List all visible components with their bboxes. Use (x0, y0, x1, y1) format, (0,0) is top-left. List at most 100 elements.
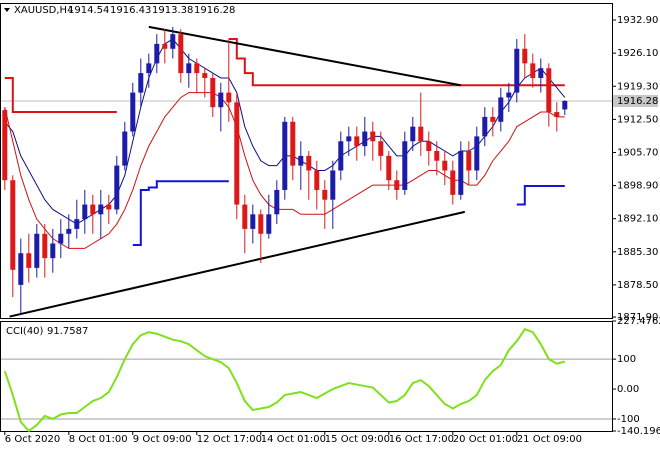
candle-body (498, 97, 504, 122)
y-tick-label: 1932.90 (617, 15, 658, 26)
trendline (148, 25, 461, 87)
candle-body (194, 63, 200, 74)
candle-body (98, 204, 104, 215)
candle-body (506, 92, 512, 98)
y-tick-label: 1898.90 (617, 181, 658, 192)
candle-body (458, 151, 464, 195)
candle-body (138, 73, 144, 93)
candle-body (58, 233, 64, 244)
indicator-panel (0, 321, 613, 432)
indicator-y-tick-label: -100 (617, 414, 640, 425)
candle-body (42, 233, 48, 259)
symbol: XAUUSD,H4 (14, 5, 73, 16)
candle-body (82, 204, 88, 220)
candle-body (514, 48, 520, 93)
y-tick-label: 1919.30 (617, 81, 658, 92)
candle-body (354, 136, 360, 147)
y-tick-label: 1871.90 (617, 312, 658, 323)
candle-body (538, 68, 544, 78)
candle-body (162, 43, 168, 49)
candle-body (66, 228, 72, 234)
candle-body (154, 43, 160, 64)
x-tick-label: 20 Oct 01:00 (453, 434, 518, 445)
candle-body (226, 92, 232, 103)
candle-body (522, 48, 528, 64)
candle-body (322, 189, 328, 200)
y-tick-label: 1885.30 (617, 247, 658, 258)
candle-body (114, 165, 120, 210)
candle-body (258, 214, 264, 234)
x-tick-label: 6 Oct 2020 (5, 434, 60, 445)
candle-body (386, 155, 392, 181)
candle-body (474, 136, 480, 171)
candle-body (298, 155, 304, 166)
x-tick-label: 12 Oct 17:00 (197, 434, 262, 445)
candle-body (330, 170, 336, 200)
x-tick-label: 8 Oct 01:00 (69, 434, 128, 445)
candle-body (18, 253, 24, 285)
candle-body (74, 219, 80, 229)
candle-body (202, 73, 208, 78)
candle-body (2, 110, 8, 181)
candle-body (490, 116, 496, 122)
candle-body (306, 155, 312, 171)
candle-body (282, 121, 288, 190)
channel-line (4, 38, 565, 114)
indicator-y-tick-label: 100 (617, 354, 636, 365)
y-tick-label: 1926.10 (617, 48, 658, 59)
last-price-box (613, 94, 658, 107)
candle-body (10, 180, 16, 270)
y-tick-label: 1878.50 (617, 280, 658, 291)
menu-arrow (4, 8, 10, 12)
candle-body (450, 170, 456, 195)
header-low: 1913.38 (152, 5, 193, 16)
indicator-y-tick-label: -140.1965 (617, 426, 660, 437)
candle-body (210, 77, 216, 108)
candle-body (218, 92, 224, 108)
candle-body (50, 243, 56, 259)
candle-body (362, 131, 368, 147)
candle-body (466, 151, 472, 171)
candle-body (562, 100, 568, 110)
candle-body (434, 151, 440, 161)
header-open: 1914.54 (68, 5, 109, 16)
price-panel (0, 3, 613, 319)
candle-body (290, 121, 296, 166)
candle-body (370, 131, 376, 142)
candle-body (130, 92, 136, 132)
candle-body (26, 253, 32, 268)
x-tick-label: 21 Oct 09:00 (517, 434, 582, 445)
candle-body (266, 214, 272, 234)
candle-body (394, 180, 400, 190)
candle-body (418, 126, 424, 142)
indicator-name: CCI(40) (6, 326, 44, 337)
candle-body (34, 233, 40, 268)
header-close: 1916.28 (194, 5, 235, 16)
candle-body (178, 34, 184, 74)
candle-body (402, 141, 408, 190)
x-tick-label: 14 Oct 01:00 (261, 434, 326, 445)
y-tick-label: 1912.50 (617, 114, 658, 125)
y-tick-label: 1905.70 (617, 147, 658, 158)
trendline (9, 210, 466, 318)
candle-body (314, 170, 320, 190)
candle-body (186, 63, 192, 74)
candle-body (146, 63, 152, 74)
candle-body (554, 112, 560, 117)
candle-body (482, 116, 488, 137)
header-high: 1916.43 (110, 5, 151, 16)
candle-body (234, 102, 240, 205)
candle-body (410, 126, 416, 142)
candle-body (106, 204, 112, 210)
candle-body (426, 141, 432, 152)
candle-body (250, 214, 256, 229)
x-tick-label: 15 Oct 09:00 (325, 434, 390, 445)
indicator-y-tick-label: 0.00 (617, 384, 639, 395)
candle-body (546, 68, 552, 113)
candle-body (122, 131, 128, 166)
cci-line (3, 328, 566, 433)
candle-body (90, 204, 96, 215)
channel-line (132, 180, 565, 246)
